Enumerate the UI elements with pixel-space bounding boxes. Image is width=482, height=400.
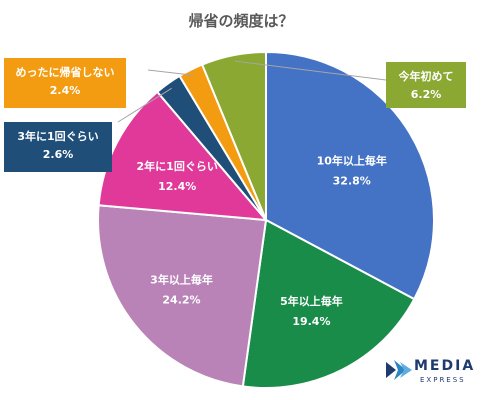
callout-label: めったに帰省しない <box>15 66 115 79</box>
media-express-logo: MEDIA EXPRESS <box>384 356 473 390</box>
slice-label: 5年以上毎年 <box>280 294 343 308</box>
callout-leader-line <box>147 69 194 76</box>
callout-leader-line <box>234 60 387 81</box>
slice-5-years <box>241 218 416 389</box>
callout-every-three-years: 3年に1回ぐらい 2.6% <box>4 122 112 172</box>
callout-leader-line <box>117 87 172 123</box>
logo-sub-text: EXPRESS <box>420 376 466 384</box>
slice-10-years <box>265 50 435 301</box>
slice-value-label: 32.8% <box>333 175 371 188</box>
slice-value-label: 24.2% <box>162 293 200 306</box>
callout-value: 2.6% <box>42 148 74 161</box>
chart-title: 帰省の頻度は？ <box>188 12 294 30</box>
slice-label: 10年以上毎年 <box>317 154 387 168</box>
slice-value-label: 19.4% <box>292 315 330 328</box>
slice-value-label: 12.4% <box>158 180 196 193</box>
slice-label: 2年に1回ぐらい <box>137 159 218 173</box>
callout-value: 2.4% <box>49 84 81 97</box>
callout-first-time: 今年初めて 6.2% <box>386 62 466 108</box>
callout-label: 今年初めて <box>398 70 454 83</box>
slice-first-time <box>200 50 267 221</box>
logo-main-text: MEDIA <box>414 358 476 374</box>
callout-value: 6.2% <box>410 88 442 101</box>
slice-every-2-years <box>97 90 269 222</box>
logo-mark-icon <box>386 360 412 380</box>
callout-rarely-visit: めったに帰省しない 2.4% <box>4 58 126 108</box>
slice-label: 3年以上毎年 <box>150 272 213 286</box>
callout-label: 3年に1回ぐらい <box>17 130 99 143</box>
slice-3-years-plus <box>97 204 268 388</box>
